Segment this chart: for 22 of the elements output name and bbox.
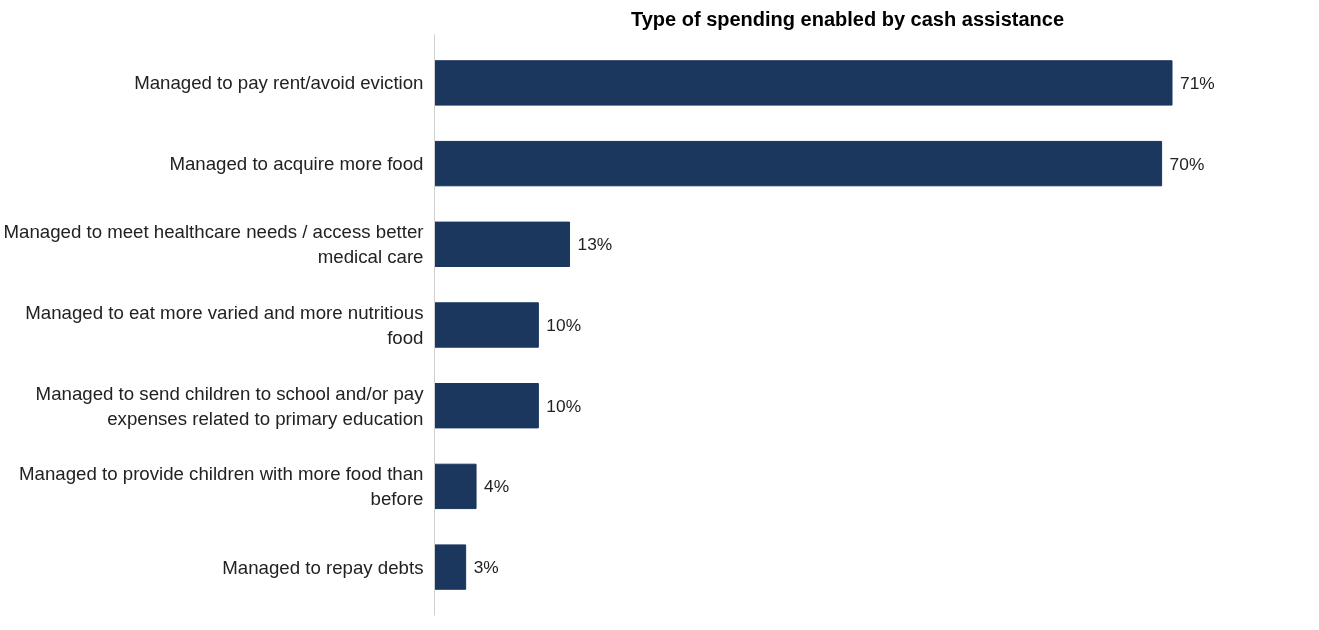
- bar: [434, 383, 539, 429]
- y-tick-label: Managed to send children to school and/or pay expenses related to primary education: [35, 382, 425, 429]
- bar: [434, 221, 571, 267]
- y-tick-label: Managed to provide children with more food than before: [19, 463, 424, 510]
- data-label: 71%: [1180, 72, 1215, 93]
- chart-title: Type of spending enabled by cash assistance: [630, 7, 1065, 30]
- data-label: 3%: [473, 557, 499, 578]
- bar: [434, 463, 477, 510]
- data-label: 4%: [484, 476, 510, 497]
- data-label: 13%: [577, 234, 613, 255]
- data-label: 70%: [1169, 153, 1205, 174]
- bar: [434, 302, 539, 348]
- y-tick-label: Managed to pay rent/avoid eviction: [134, 72, 424, 94]
- bar: [434, 140, 1163, 187]
- y-tick-label: Managed to acquire more food: [169, 153, 424, 175]
- data-label: 10%: [546, 395, 582, 416]
- y-tick-label: Managed to meet healthcare needs / access better medical care: [3, 221, 424, 268]
- y-tick-label: Managed to eat more varied and more nutritious food: [25, 301, 424, 349]
- y-tick-label: Managed to repay debts: [222, 556, 424, 578]
- data-label: 10%: [546, 315, 582, 335]
- bar: [434, 60, 1173, 106]
- bar: [434, 544, 467, 590]
